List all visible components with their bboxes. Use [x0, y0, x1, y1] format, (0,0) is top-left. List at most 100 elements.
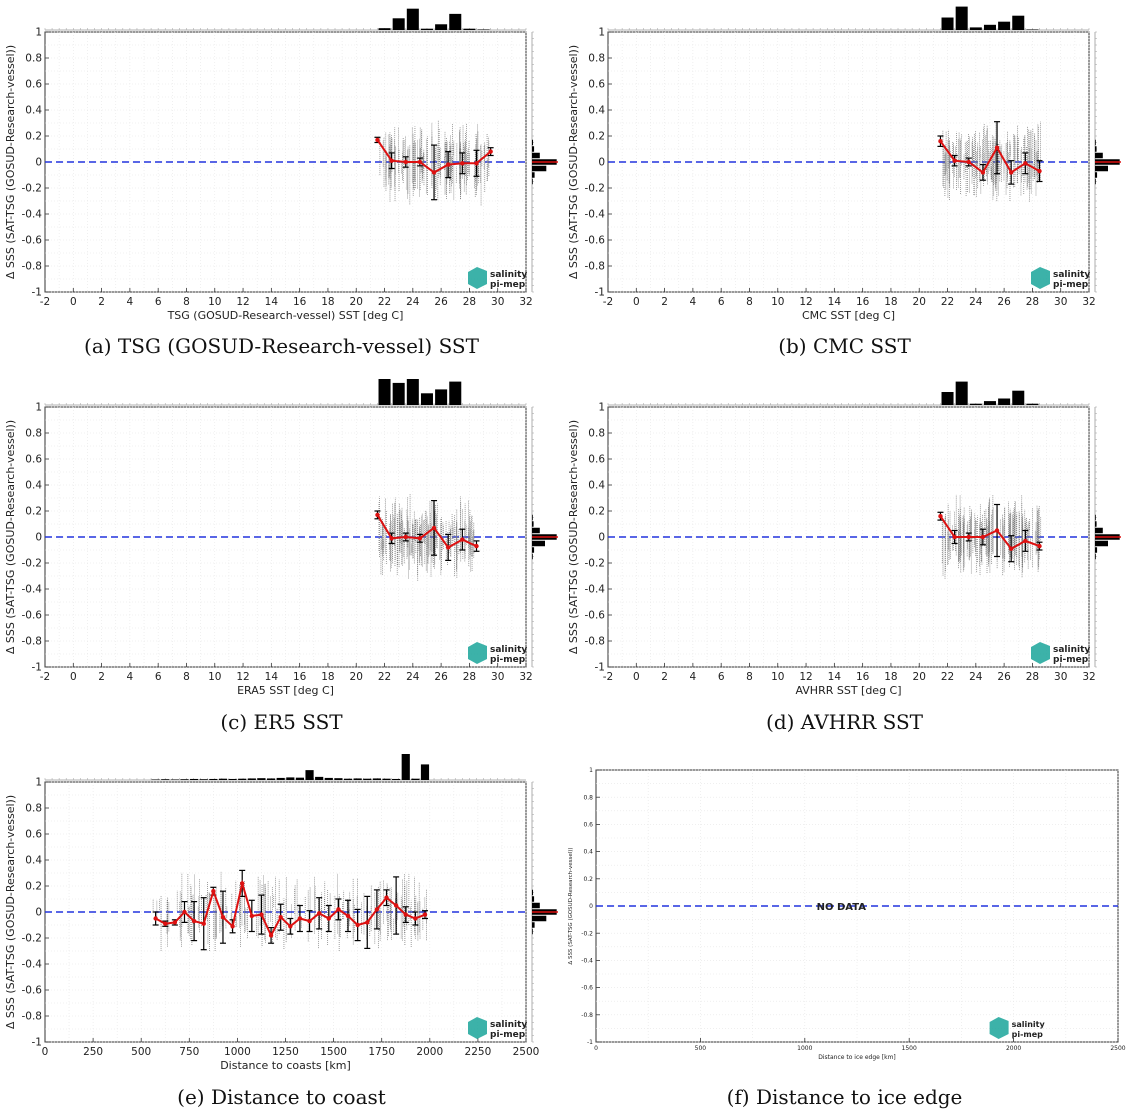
y-tick-label: -0.4 [585, 209, 606, 221]
x-tick-label: 22 [378, 296, 391, 308]
x-tick-label: 24 [969, 296, 983, 308]
y-tick-label: -0.6 [581, 985, 593, 992]
chart-panel-e: 0 250 500 750 1000 1250 1500 1750 2000 2250 2500 -1… [0, 750, 563, 1080]
mean-point [345, 913, 351, 919]
mean-point [1023, 161, 1028, 166]
x-tick-label: 1250 [272, 1046, 299, 1058]
x-tick-label: 0 [633, 671, 640, 683]
side-hist-bar [1095, 146, 1097, 152]
top-hist-bar [315, 776, 324, 780]
x-tick-label: 30 [1054, 671, 1067, 683]
y-tick-label: -0.2 [585, 558, 606, 570]
y-tick-label: -0.8 [581, 1012, 593, 1019]
mean-point [1008, 546, 1014, 551]
x-tick-label: 1500 [320, 1046, 347, 1058]
y-tick-label: 0.8 [25, 803, 42, 815]
side-hist-bar [1095, 165, 1108, 172]
caption-a: (a) TSG (GOSUD-Research-vessel) SST [84, 334, 479, 358]
y-tick-label: -1 [32, 1037, 42, 1049]
top-hist-bar [378, 28, 391, 30]
grid [596, 769, 1119, 1043]
chart-d: -2 0 2 4 6 8 10 12 14 16 18 20 22 24 26 28 30 32-1-0.8-0.… [567, 381, 1121, 697]
x-tick-label: 30 [491, 296, 504, 308]
x-tick-label: 8 [746, 671, 753, 683]
x-tick-label: 32 [519, 296, 532, 308]
x-tick-label: 24 [406, 296, 420, 308]
top-hist-bar [1012, 390, 1025, 405]
x-tick-label: 1500 [902, 1045, 917, 1052]
side-hist-bar [532, 547, 535, 553]
mean-point [952, 158, 957, 163]
x-tick-label: 20 [350, 296, 363, 308]
x-tick-label: 2 [661, 671, 668, 683]
y-tick-label: -0.6 [22, 235, 43, 247]
scatter-cloud [378, 494, 475, 581]
side-hist-bar [532, 902, 540, 909]
y-tick-label: -0.8 [22, 636, 43, 648]
logo-text-2: pi-mep [490, 280, 526, 290]
x-tick-label: 250 [83, 1046, 103, 1058]
x-tick-label: 14 [828, 671, 842, 683]
y-axis-label: Δ SSS (SAT-TSG (GOSUD-Research-vessel)) [4, 45, 17, 279]
x-axis-label: AVHRR SST [deg C] [795, 684, 901, 697]
x-tick-label: 6 [155, 296, 162, 308]
y-tick-label: 0.4 [25, 480, 42, 492]
x-tick-label: 16 [856, 671, 870, 683]
side-hist-bar [532, 527, 540, 534]
y-tick-label: -0.8 [585, 636, 606, 648]
x-tick-label: 2000 [416, 1046, 443, 1058]
chart-c: -2 0 2 4 6 8 10 12 14 16 18 20 22 24 26 28 30 32-1-0.8-0.… [4, 379, 558, 697]
mean-point [980, 534, 986, 540]
x-tick-label: 28 [1026, 296, 1039, 308]
mean-point [163, 921, 168, 926]
y-tick-label: 0.4 [25, 855, 42, 867]
top-hist-bar [209, 778, 218, 780]
x-tick-label: 30 [1054, 296, 1067, 308]
logo-cube-icon [468, 1017, 487, 1039]
x-tick-label: 26 [997, 671, 1011, 683]
side-hist-bar [532, 553, 533, 560]
top-hist-bar [295, 777, 305, 780]
top-hist-bar [363, 778, 372, 780]
x-tick-label: 14 [828, 296, 842, 308]
x-tick-label: 10 [208, 671, 221, 683]
y-tick-label: 0.6 [25, 454, 42, 466]
mean-point [403, 912, 408, 917]
y-tick-label: 1 [35, 402, 42, 414]
mean-point [994, 528, 1000, 533]
top-hist-bar [392, 18, 405, 30]
mean-point [375, 512, 380, 518]
mean-point [375, 137, 380, 143]
error-bars [152, 869, 428, 951]
mean-point [288, 924, 293, 929]
top-hist-bar [324, 777, 333, 780]
x-tick-label: 2500 [1110, 1045, 1125, 1052]
y-tick-label: 0 [35, 532, 42, 544]
y-tick-label: 0.2 [588, 506, 605, 518]
y-tick-label: -0.2 [22, 933, 43, 945]
x-tick-label: 0 [633, 296, 640, 308]
side-hist-bar [532, 896, 535, 902]
y-axis-label: Δ SSS (SAT-TSG (GOSUD-Research-vessel)) [4, 795, 17, 1029]
mean-point [474, 161, 479, 166]
x-tick-label: 30 [491, 671, 504, 683]
mean-point [1037, 543, 1042, 549]
top-hist-bar [305, 770, 314, 780]
top-hist-bar [477, 29, 490, 30]
y-tick-label: 0.8 [588, 53, 605, 65]
x-tick-label: 24 [969, 671, 983, 683]
y-tick-label: 0.4 [588, 480, 605, 492]
top-hist-bar [435, 24, 448, 30]
mean-point [326, 916, 331, 921]
x-tick-label: 0 [42, 1046, 49, 1058]
mean-point [240, 881, 245, 886]
top-hist-bar [983, 401, 996, 405]
mean-point [403, 534, 408, 540]
top-hist-bar [247, 778, 256, 780]
x-tick-label: 10 [771, 296, 784, 308]
caption-f: (f) Distance to ice edge [726, 1085, 963, 1109]
x-tick-label: -2 [603, 671, 613, 683]
y-tick-label: 0.6 [588, 454, 605, 466]
